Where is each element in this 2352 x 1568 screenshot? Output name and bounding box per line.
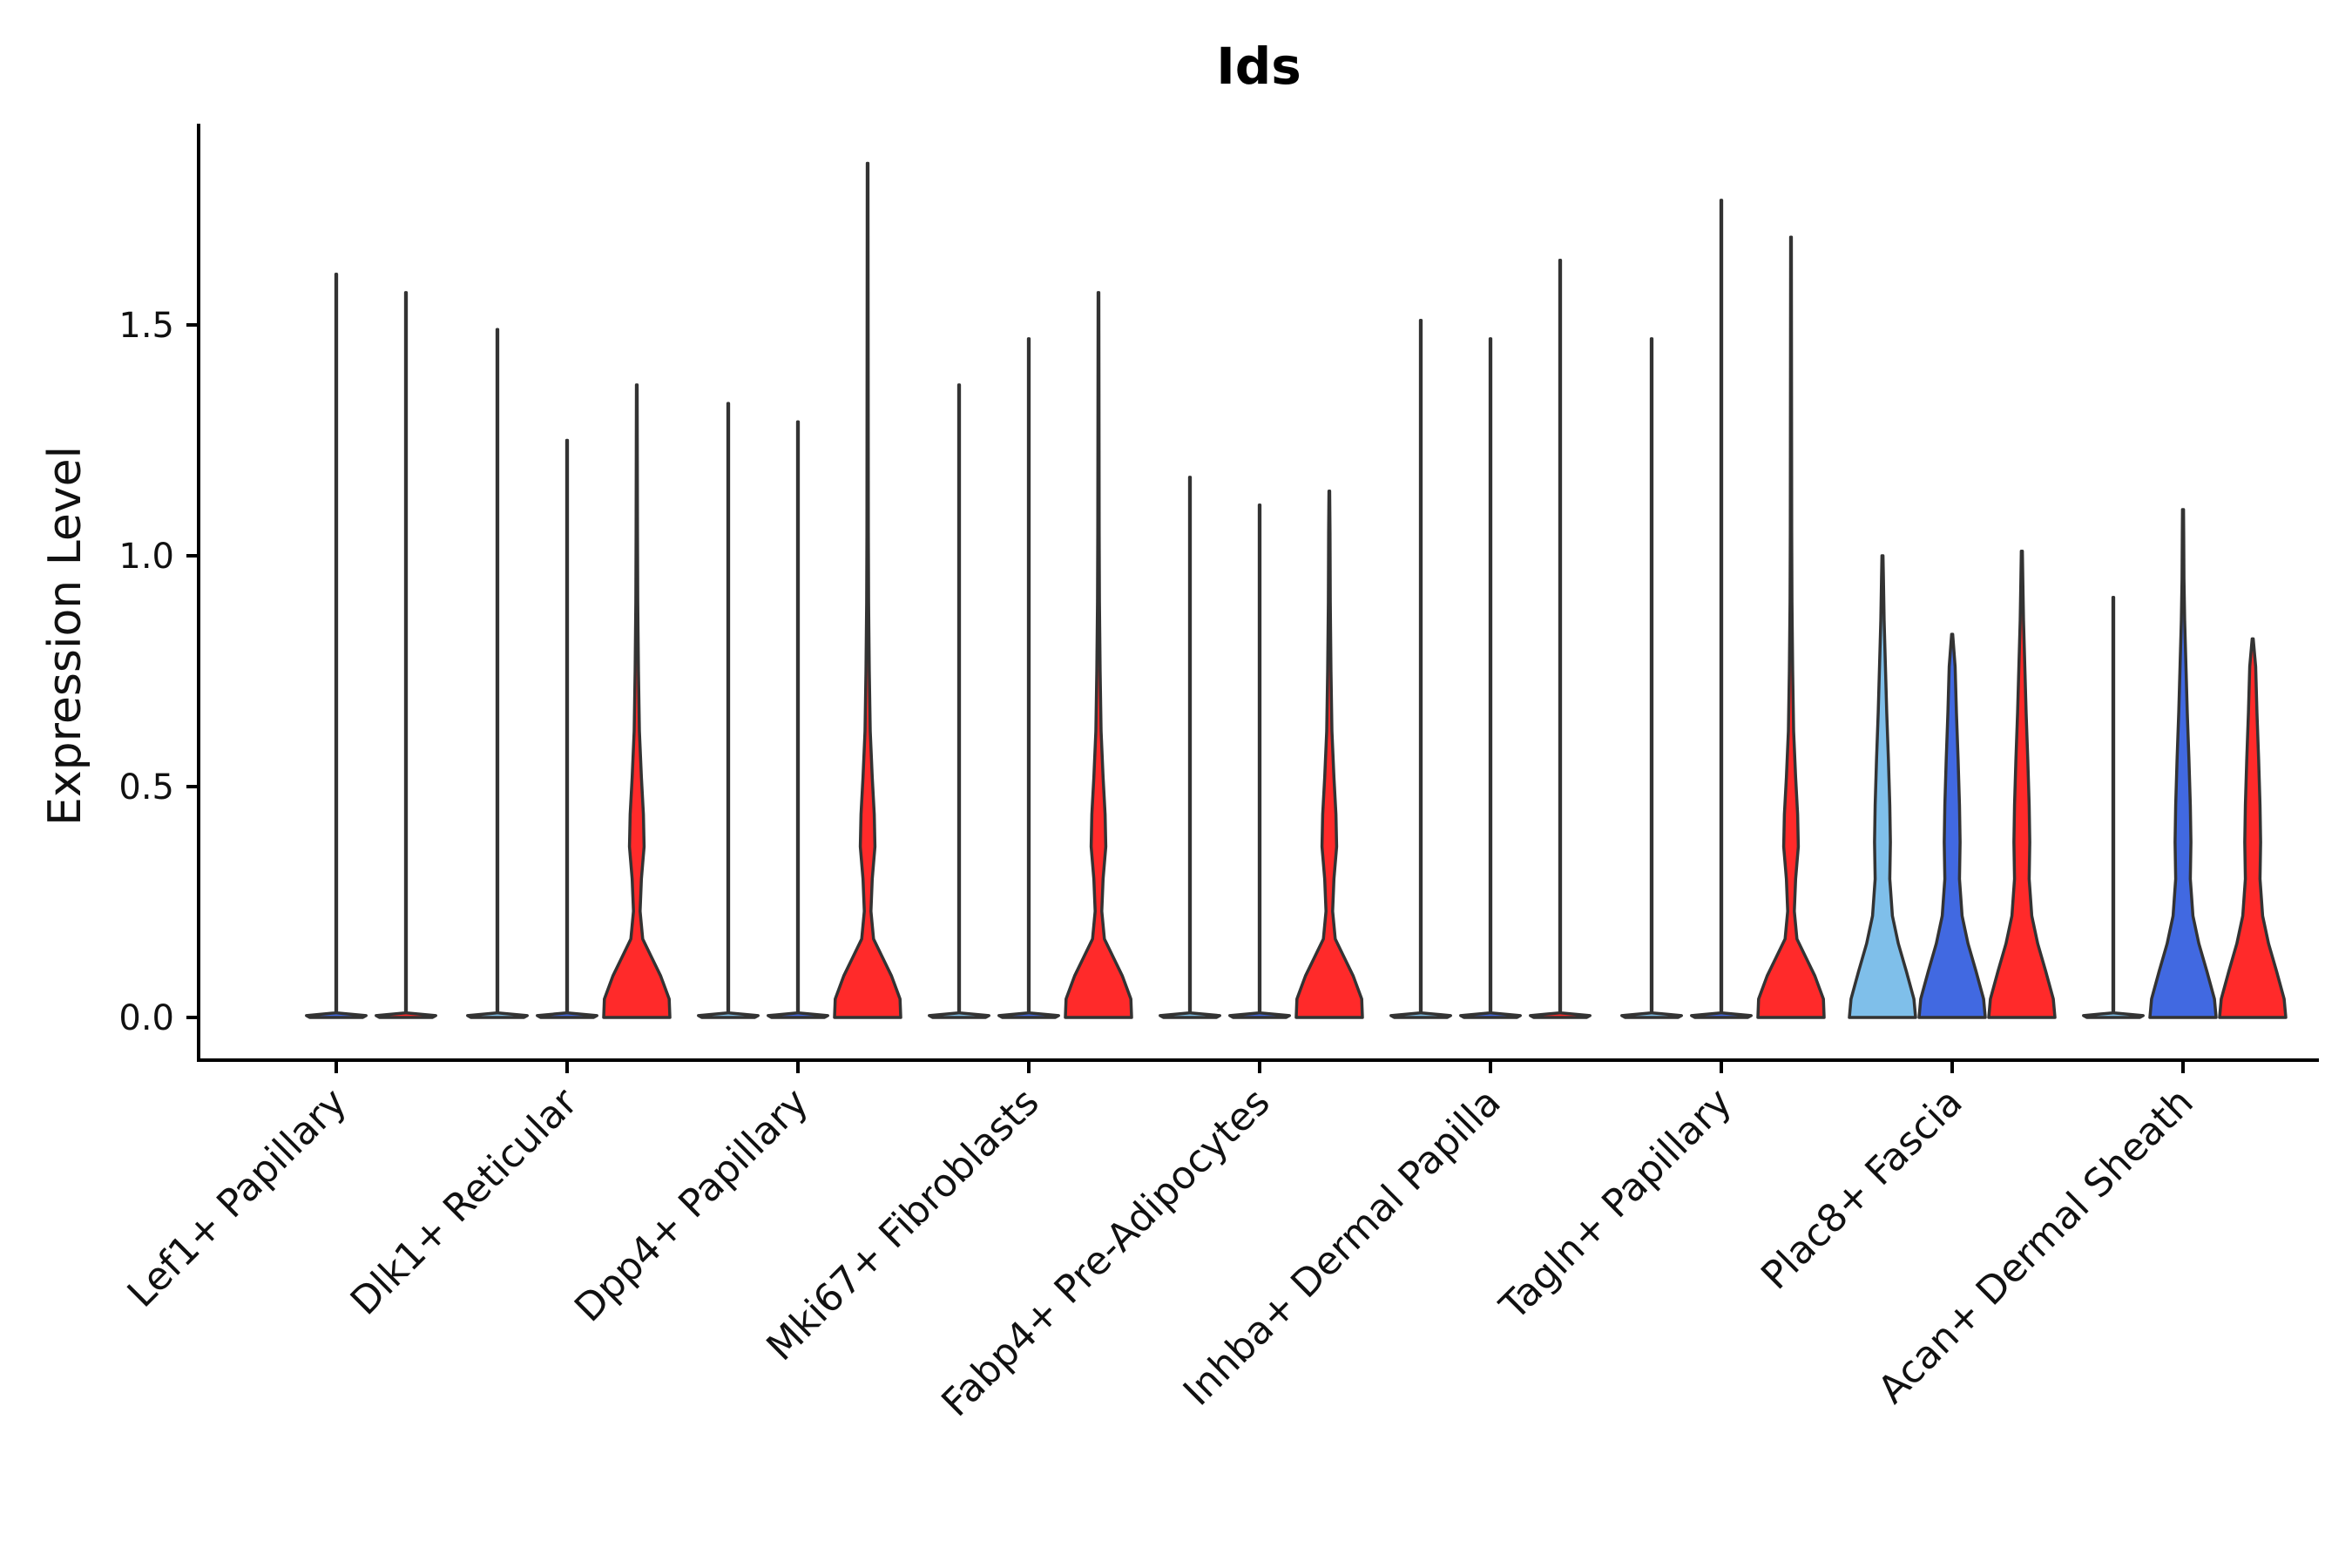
y-tick-label: 1.5 (118, 306, 174, 346)
violin-dlk1-reticular-red (602, 383, 672, 1019)
category-label-plac8-fascia: Plac8+ Fascia (1753, 1080, 1971, 1299)
violin-fabp4-pre-adipocytes-light-blue (1159, 476, 1221, 1019)
y-tick-label: 0.0 (118, 998, 174, 1038)
violin-tagln-papillary-light-blue (1620, 337, 1683, 1019)
y-axis-label: Expression Level (39, 446, 91, 826)
category-label-tagln-papillary: Tagln+ Papillary (1491, 1080, 1740, 1329)
violin-acan-dermal-sheath-blue (2148, 508, 2218, 1019)
violin-inhba-dermal-papilla-blue (1459, 337, 1522, 1019)
violin-dpp4-papillary-red (833, 161, 902, 1019)
category-label-dpp4-papillary: Dpp4+ Papillary (566, 1080, 817, 1331)
category-label-lef1-papillary: Lef1+ Papillary (119, 1080, 355, 1316)
violin-inhba-dermal-papilla-light-blue (1389, 318, 1452, 1019)
violin-dpp4-papillary-blue (767, 420, 829, 1019)
violin-plac8-fascia-light-blue (1848, 554, 1917, 1019)
violin-dpp4-papillary-light-blue (697, 402, 760, 1019)
violin-plac8-fascia-red (1987, 549, 2057, 1019)
violin-tagln-papillary-red (1756, 235, 1826, 1019)
y-tick-label: 0.5 (118, 767, 174, 808)
violin-lef1-papillary-red (375, 291, 437, 1019)
violin-fabp4-pre-adipocytes-red (1294, 490, 1364, 1019)
violin-plac8-fascia-blue (1917, 632, 1987, 1019)
violin-mki67-fibroblasts-light-blue (928, 383, 990, 1019)
violin-tagln-papillary-blue (1690, 199, 1753, 1019)
violin-acan-dermal-sheath-red (2218, 637, 2288, 1019)
violin-lef1-papillary-blue (305, 272, 368, 1019)
category-label-dlk1-reticular: Dlk1+ Reticular (342, 1079, 587, 1324)
y-tick-label: 1.0 (118, 537, 174, 577)
violin-dlk1-reticular-light-blue (466, 328, 529, 1019)
violin-dlk1-reticular-blue (536, 438, 598, 1019)
violin-mki67-fibroblasts-red (1064, 291, 1133, 1019)
violin-acan-dermal-sheath-light-blue (2082, 595, 2145, 1019)
y-ticks: 0.0 0.5 1.0 1.5 (118, 306, 199, 1038)
violin-inhba-dermal-papilla-red (1529, 259, 1592, 1019)
violin-fabp4-pre-adipocytes-blue (1228, 503, 1291, 1019)
chart-title: Ids (1216, 37, 1301, 96)
violin-mki67-fibroblasts-blue (997, 337, 1060, 1019)
violin-layer (305, 161, 2288, 1019)
